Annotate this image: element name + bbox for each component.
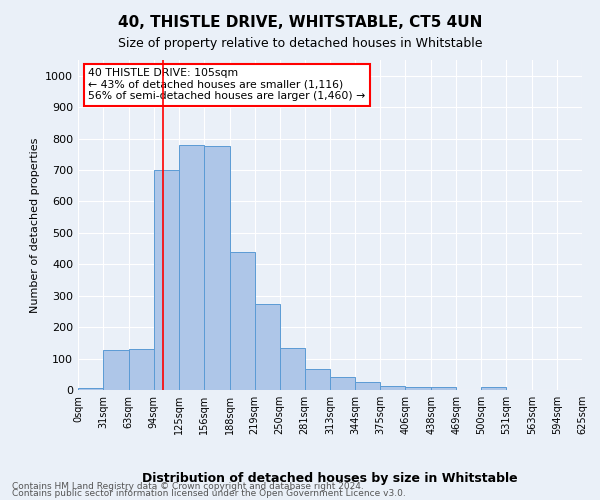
Text: Contains HM Land Registry data © Crown copyright and database right 2024.: Contains HM Land Registry data © Crown c… [12, 482, 364, 491]
Text: 40 THISTLE DRIVE: 105sqm
← 43% of detached houses are smaller (1,116)
56% of sem: 40 THISTLE DRIVE: 105sqm ← 43% of detach… [88, 68, 365, 102]
Bar [78, 388, 103, 390]
Text: 40, THISTLE DRIVE, WHITSTABLE, CT5 4UN: 40, THISTLE DRIVE, WHITSTABLE, CT5 4UN [118, 15, 482, 30]
Bar [280, 348, 305, 390]
Bar [204, 146, 230, 390]
Bar [380, 386, 406, 390]
Bar [305, 368, 331, 390]
Bar [254, 304, 280, 390]
Bar [481, 387, 506, 390]
Text: Contains public sector information licensed under the Open Government Licence v3: Contains public sector information licen… [12, 489, 406, 498]
Bar [154, 170, 179, 390]
Y-axis label: Number of detached properties: Number of detached properties [29, 138, 40, 312]
Bar [406, 386, 431, 390]
Bar [431, 387, 456, 390]
Bar [179, 146, 204, 390]
Bar [103, 350, 129, 390]
Bar [230, 252, 254, 390]
Bar [331, 378, 355, 390]
Text: Size of property relative to detached houses in Whitstable: Size of property relative to detached ho… [118, 38, 482, 51]
Bar [355, 382, 380, 390]
Text: Distribution of detached houses by size in Whitstable: Distribution of detached houses by size … [142, 472, 518, 485]
Bar [129, 349, 154, 390]
